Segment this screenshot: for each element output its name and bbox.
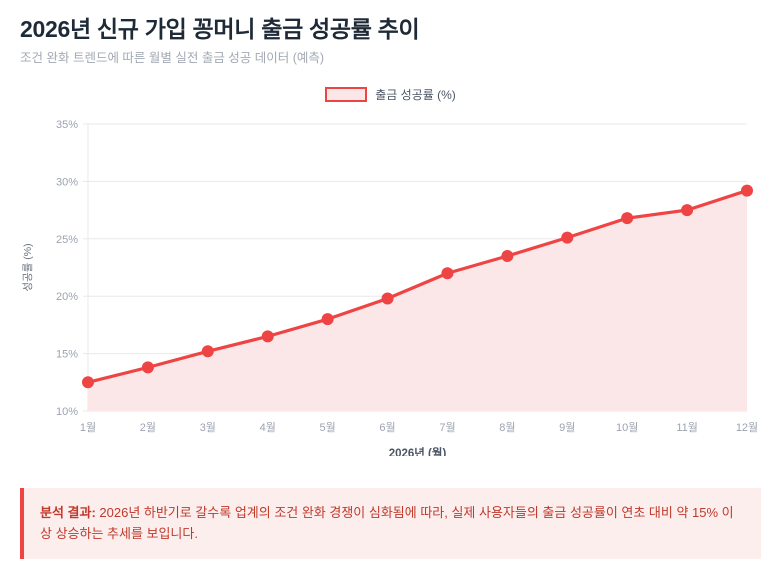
data-point-marker[interactable]: [621, 212, 634, 225]
y-axis-title: 성공률 (%): [22, 244, 34, 292]
data-point-marker[interactable]: [321, 313, 334, 326]
x-axis-tick-label: 1월: [80, 421, 96, 434]
x-axis-tick-label: 11월: [676, 421, 698, 434]
chart-line: [86, 189, 749, 385]
chart-area-fill: [88, 191, 747, 412]
data-point-marker[interactable]: [201, 345, 214, 358]
y-axis-tick-label: 35%: [56, 119, 78, 131]
y-axis-tick-label: 25%: [56, 234, 78, 246]
x-axis-tick-labels: 1월 2월 3월 4월 5월 6월 7월 8월 9월 10월 11월 12월: [80, 421, 758, 434]
chart-data-points[interactable]: [82, 185, 753, 389]
data-point-marker[interactable]: [381, 292, 394, 305]
y-axis-tick-label: 30%: [56, 177, 78, 189]
analysis-label: 분석 결과:: [40, 505, 96, 520]
legend-item-label: 출금 성공률 (%): [375, 87, 456, 102]
x-axis-tick-label: 8월: [499, 421, 515, 434]
y-axis-tick-labels: 10% 15% 20% 25% 30% 35%: [56, 119, 78, 418]
data-point-marker[interactable]: [141, 361, 154, 374]
data-point-marker[interactable]: [441, 267, 454, 280]
x-axis-title: 2026년 (월): [389, 446, 447, 456]
line-area-chart[interactable]: 10% 15% 20% 25% 30% 35% 1월 2월 3월 4월 5월 6월 7월 8월 9월 10월…: [0, 111, 781, 456]
x-axis-tick-label: 6월: [379, 421, 395, 434]
x-axis-tick-label: 5월: [320, 421, 336, 434]
x-axis-tick-label: 9월: [559, 421, 575, 434]
legend-swatch-icon: [325, 86, 368, 102]
x-axis-tick-label: 7월: [439, 421, 455, 434]
series-line-path: [86, 189, 749, 385]
data-point-marker[interactable]: [681, 204, 694, 217]
y-axis-tick-label: 10%: [56, 406, 78, 418]
data-point-marker[interactable]: [561, 232, 574, 245]
area-fill-path: [88, 191, 747, 412]
data-point-marker[interactable]: [261, 330, 274, 343]
chart-legend: 출금 성공률 (%): [0, 83, 781, 105]
legend-item-success-rate[interactable]: 출금 성공률 (%): [325, 86, 456, 103]
x-axis-tick-label: 10월: [616, 421, 638, 434]
y-axis-tick-label: 15%: [56, 349, 78, 361]
y-axis-tick-label: 20%: [56, 292, 78, 304]
data-point-marker[interactable]: [82, 376, 94, 389]
page-subtitle: 조건 완화 트렌드에 따른 월별 실전 출금 성공 데이터 (예측): [20, 51, 325, 66]
page-title: 2026년 신규 가입 꽁머니 출금 성공률 추이: [20, 16, 420, 42]
x-axis-tick-label: 4월: [260, 421, 276, 434]
analysis-callout: 분석 결과: 2026년 하반기로 갈수록 업계의 조건 완화 경쟁이 심화됨에…: [20, 488, 761, 560]
chart-header: 2026년 신규 가입 꽁머니 출금 성공률 추이 조건 완화 트렌드에 따른 …: [0, 0, 781, 66]
data-point-marker[interactable]: [741, 185, 753, 198]
analysis-text: 2026년 하반기로 갈수록 업계의 조건 완화 경쟁이 심화됨에 따라, 실제…: [40, 505, 734, 542]
x-axis-tick-label: 12월: [736, 421, 758, 434]
x-axis-tick-label: 3월: [200, 421, 216, 434]
x-axis-tick-label: 2월: [140, 421, 156, 434]
chart-plot-area: 10% 15% 20% 25% 30% 35% 1월 2월 3월 4월 5월 6월 7월 8월 9월 10월…: [0, 111, 781, 456]
data-point-marker[interactable]: [501, 250, 514, 263]
